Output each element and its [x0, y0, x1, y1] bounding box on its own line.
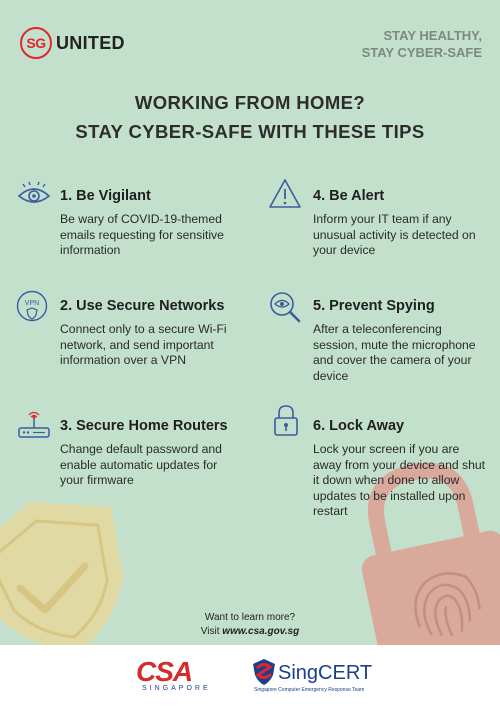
padlock-icon [274, 405, 298, 436]
headline-line2: STAY CYBER-SAFE WITH THESE TIPS [75, 121, 425, 142]
tip-use-secure-networks: 2. Use Secure Networks Connect only to a… [60, 298, 260, 369]
tagline: STAY HEALTHY, STAY CYBER-SAFE [362, 27, 482, 61]
csa-logo: CSA SINGAPORE [136, 658, 226, 694]
tip-title: 4. Be Alert [313, 188, 385, 204]
tip-title: 1. Be Vigilant [60, 188, 151, 204]
sg-united-logo: SG UNITED [20, 27, 125, 59]
tagline-line1: STAY HEALTHY, [383, 28, 482, 43]
singcert-emblem-icon [253, 659, 275, 685]
shield-check-icon [0, 501, 123, 645]
learn-more-line2: Visit www.csa.gov.sg [0, 625, 500, 639]
learn-more-line1: Want to learn more? [204, 612, 296, 623]
singcert-logo: SingCERT Singapore Computer Emergency Re… [252, 656, 392, 696]
eye-icon [17, 181, 51, 203]
tip-body: Be wary of COVID-19-themed emails reques… [60, 212, 224, 257]
singcert-logo-sub: Singapore Computer Emergency Response Te… [254, 687, 365, 693]
tip-body: Lock your screen if you are away from yo… [313, 442, 486, 518]
tip-title: 5. Prevent Spying [313, 298, 435, 314]
padlock-fingerprint-icon [361, 462, 500, 645]
sg-logo-united: UNITED [56, 32, 125, 53]
tip-lock-away: 6. Lock Away Lock your screen if you are… [313, 418, 500, 520]
learn-more-prefix: Visit [200, 626, 223, 637]
tip-prevent-spying: 5. Prevent Spying After a teleconferenci… [313, 298, 500, 384]
tip-title: 6. Lock Away [313, 418, 405, 434]
magnifier-eye-icon [270, 292, 301, 323]
router-icon [18, 411, 50, 438]
tip-title: 3. Secure Home Routers [60, 418, 228, 434]
learn-more: Want to learn more? Visit www.csa.gov.sg [0, 611, 500, 639]
footer [0, 645, 500, 711]
tip-body: Connect only to a secure Wi-Fi network, … [60, 322, 227, 367]
sg-logo-circle: SG [20, 27, 52, 59]
tip-be-alert: 4. Be Alert Inform your IT team if any u… [313, 188, 500, 259]
tip-body: Inform your IT team if any unusual activ… [313, 212, 476, 257]
singcert-logo-text: SingCERT [278, 662, 373, 684]
csa-logo-sub: SINGAPORE [142, 685, 211, 692]
headline-line1: WORKING FROM HOME? [134, 92, 366, 113]
content-panel: SG UNITED STAY HEALTHY, STAY CYBER-SAFE … [0, 0, 500, 645]
tip-be-vigilant: 1. Be Vigilant Be wary of COVID-19-theme… [60, 188, 260, 259]
warning-icon [269, 179, 301, 208]
tip-secure-home-routers: 3. Secure Home Routers Change default pa… [60, 418, 260, 489]
tip-body: Change default password and enable autom… [60, 442, 222, 487]
tip-title: 2. Use Secure Networks [60, 298, 225, 314]
tagline-line2: STAY CYBER-SAFE [361, 45, 482, 60]
svg-text:VPN: VPN [25, 300, 39, 307]
vpn-shield-icon: VPN [16, 290, 48, 322]
csa-logo-text: CSA [136, 656, 193, 687]
csa-website-link[interactable]: www.csa.gov.sg [222, 626, 300, 637]
tip-body: After a teleconferencing session, mute t… [313, 322, 476, 383]
